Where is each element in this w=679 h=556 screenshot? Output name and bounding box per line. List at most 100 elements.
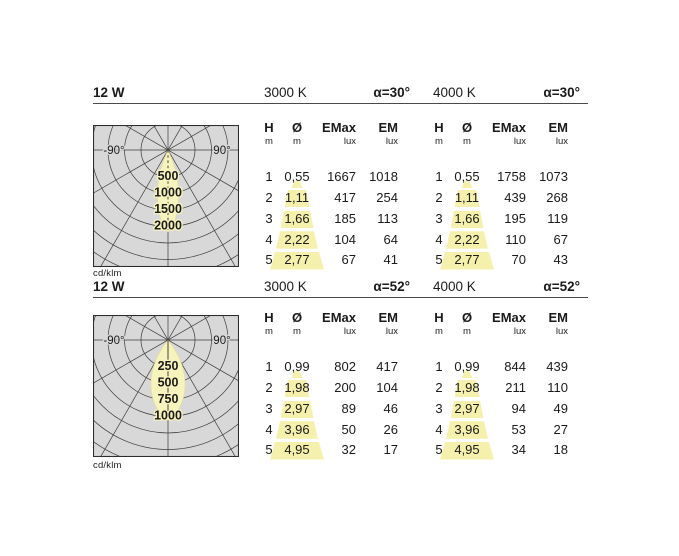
table-cell: 110 bbox=[547, 380, 568, 396]
table-cell: 200 bbox=[334, 380, 356, 396]
table-cell: 195 bbox=[504, 210, 526, 226]
table-cell: 32 bbox=[341, 442, 356, 458]
column-unit: m bbox=[265, 325, 273, 337]
table-header-row: H Ø EMax EM bbox=[429, 311, 568, 325]
table-cell: 0,55 bbox=[454, 169, 480, 185]
table-cell: 211 bbox=[505, 380, 526, 396]
table-cell: 5 bbox=[265, 252, 273, 268]
column-header: Ø bbox=[461, 310, 473, 325]
ring-label: 750 bbox=[158, 392, 179, 406]
table-cell: 0,55 bbox=[284, 169, 310, 185]
table-row: 3 2,97 89 46 bbox=[259, 400, 398, 416]
column-header: EM bbox=[548, 120, 569, 135]
ring-label: 1000 bbox=[154, 409, 182, 423]
table-cell: 18 bbox=[553, 442, 568, 458]
polar-intensity-diagram-52deg: -90° 90° 250 500 750 1000 bbox=[93, 315, 239, 457]
table-cell: 46 bbox=[383, 400, 398, 416]
column-header: EMax bbox=[492, 310, 526, 325]
polar-intensity-diagram-30deg: -90° 90° 500 1000 1500 2000 bbox=[93, 125, 239, 267]
table-cell: 417 bbox=[334, 190, 356, 206]
column-unit: lux bbox=[513, 135, 526, 147]
table-cell: 4 bbox=[435, 421, 443, 437]
table-cell: 41 bbox=[383, 252, 398, 268]
power-label: 12 W bbox=[93, 279, 125, 294]
column-header: EMax bbox=[322, 120, 356, 135]
table-cell: 0,99 bbox=[454, 359, 480, 375]
table-cell: 49 bbox=[553, 400, 568, 416]
table-row: 5 4,95 34 18 bbox=[429, 443, 568, 457]
table-row: 3 2,97 94 49 bbox=[429, 400, 568, 416]
ring-label: 500 bbox=[158, 376, 179, 390]
table-row: 4 3,96 53 27 bbox=[429, 421, 568, 437]
column-unit: m bbox=[293, 325, 301, 337]
table-cell: 1,11 bbox=[454, 190, 480, 206]
table-row: 1 0,99 844 439 bbox=[429, 360, 568, 374]
table-cell: 3 bbox=[435, 400, 443, 416]
column-unit: lux bbox=[513, 325, 526, 337]
column-unit: lux bbox=[343, 135, 356, 147]
table-row: 5 2,77 70 43 bbox=[429, 253, 568, 267]
diagram-unit-label: cd/klm bbox=[93, 268, 122, 279]
table-cell: 67 bbox=[341, 252, 356, 268]
table-cell: 2,77 bbox=[454, 252, 480, 268]
table-cell: 119 bbox=[547, 210, 568, 226]
column-unit: m bbox=[293, 135, 301, 147]
column-unit: m bbox=[435, 135, 443, 147]
table-cell: 4 bbox=[435, 231, 443, 247]
column-unit: lux bbox=[343, 325, 356, 337]
table-row: 4 2,22 110 67 bbox=[429, 231, 568, 247]
column-unit: lux bbox=[385, 325, 398, 337]
table-cell: 2,97 bbox=[284, 400, 310, 416]
table-cell: 113 bbox=[377, 210, 398, 226]
table-cell: 5 bbox=[435, 442, 443, 458]
diagram-unit-label: cd/klm bbox=[93, 460, 122, 471]
table-row: 3 1,66 195 119 bbox=[429, 210, 568, 226]
table-cell: 2,97 bbox=[454, 400, 480, 416]
ring-label: 500 bbox=[158, 169, 179, 183]
column-header: Ø bbox=[461, 120, 473, 135]
header-divider bbox=[93, 297, 588, 299]
table-cell: 104 bbox=[376, 380, 398, 396]
column-header: EM bbox=[378, 310, 399, 325]
power-label: 12 W bbox=[93, 85, 125, 100]
table-cell: 1,66 bbox=[284, 210, 310, 226]
cct-3000k-label: 3000 K bbox=[264, 85, 307, 100]
table-cell: 1 bbox=[265, 169, 273, 185]
table-row: 1 0,99 802 417 bbox=[259, 360, 398, 374]
table-cell: 110 bbox=[505, 231, 526, 247]
table-row: 4 3,96 50 26 bbox=[259, 421, 398, 437]
table-unit-row: m m lux lux bbox=[259, 325, 398, 339]
header-divider bbox=[93, 103, 588, 105]
table-cell: 1 bbox=[435, 169, 443, 185]
axis-label-right: 90° bbox=[213, 335, 230, 347]
table-header-row: H Ø EMax EM bbox=[259, 121, 398, 135]
table-cell: 64 bbox=[383, 231, 398, 247]
table-cell: 2 bbox=[435, 190, 443, 206]
table-cell: 50 bbox=[341, 421, 356, 437]
table-row: 3 1,66 185 113 bbox=[259, 210, 398, 226]
table-cell: 2,22 bbox=[284, 231, 310, 247]
table-cell: 3,96 bbox=[284, 421, 310, 437]
table-row: 1 0,55 1758 1073 bbox=[429, 170, 568, 184]
table-cell: 439 bbox=[504, 190, 526, 206]
table-cell: 3 bbox=[265, 400, 273, 416]
section-header-1: 12 W 3000 K α=30° 4000 K α=30° bbox=[93, 85, 588, 102]
table-cell: 1758 bbox=[497, 169, 526, 185]
table-cell: 94 bbox=[511, 400, 526, 416]
table-cell: 268 bbox=[546, 190, 568, 206]
table-row: 5 4,95 32 17 bbox=[259, 443, 398, 457]
table-row: 2 1,98 211 110 bbox=[429, 381, 568, 395]
table-row: 4 2,22 104 64 bbox=[259, 231, 398, 247]
cct-4000k-label: 4000 K bbox=[433, 279, 476, 294]
table-cell: 2 bbox=[265, 190, 273, 206]
table-cell: 26 bbox=[383, 421, 398, 437]
table-header-row: H Ø EMax EM bbox=[259, 311, 398, 325]
column-unit: m bbox=[435, 325, 443, 337]
axis-label-left: -90° bbox=[103, 145, 124, 157]
column-unit: m bbox=[463, 325, 471, 337]
table-cell: 27 bbox=[553, 421, 568, 437]
table-cell: 439 bbox=[546, 359, 568, 375]
table-cell: 1,98 bbox=[284, 380, 310, 396]
column-unit: lux bbox=[555, 325, 568, 337]
